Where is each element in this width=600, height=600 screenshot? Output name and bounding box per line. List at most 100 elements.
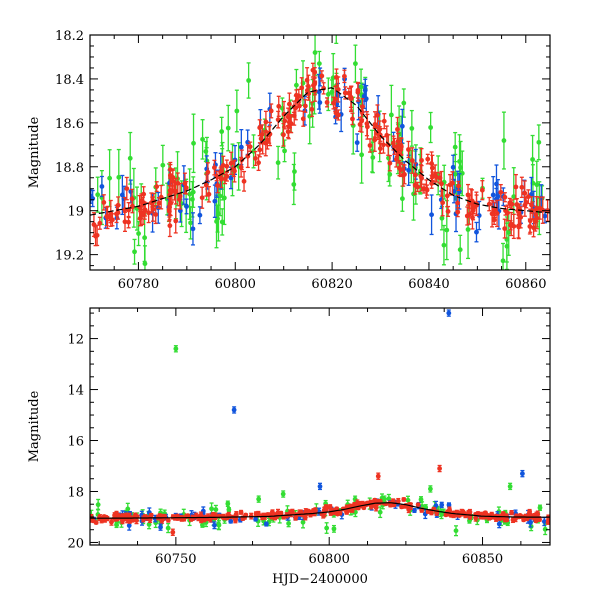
data-point-red: [519, 176, 525, 199]
model-curve: [90, 502, 550, 519]
outlier-point-green: [382, 495, 387, 503]
data-point-red: [247, 141, 253, 152]
data-point-red: [390, 135, 396, 151]
data-point-red: [268, 103, 274, 119]
data-point-red: [299, 77, 305, 99]
data-point-blue: [354, 133, 360, 152]
data-point-red: [199, 186, 205, 209]
y-tick-label: 12: [67, 333, 84, 348]
data-point-green: [324, 522, 330, 534]
data-point-blue: [184, 198, 189, 215]
data-point-red: [444, 184, 450, 208]
data-point-green: [457, 234, 463, 265]
outlier-point-green: [256, 495, 262, 503]
data-point-red: [263, 110, 269, 134]
data-point-green: [234, 89, 240, 133]
data-point-red: [398, 143, 404, 156]
data-point-red: [456, 180, 461, 191]
outlier-point-blue: [520, 469, 525, 478]
data-point-red: [132, 512, 138, 519]
data-point-red: [525, 189, 531, 205]
outlier-point-green: [173, 345, 179, 353]
data-point-red: [359, 109, 365, 133]
data-point-red: [272, 515, 278, 521]
data-point-red: [286, 113, 292, 140]
outlier-point-blue: [317, 482, 323, 491]
outlier-point-blue: [231, 406, 237, 414]
data-point-blue: [253, 516, 259, 522]
data-point-green: [215, 204, 220, 233]
data-point-green: [246, 62, 252, 99]
data-point-red: [310, 62, 316, 78]
data-point-red: [443, 512, 449, 518]
data-point-red: [498, 183, 504, 201]
data-point-red: [253, 511, 259, 517]
data-point-red: [297, 100, 302, 112]
data-point-red: [516, 214, 522, 240]
plot-frame: [89, 307, 551, 546]
outlier-point-blue: [446, 309, 452, 317]
y-axis-title: Magnitude: [27, 116, 42, 188]
bottom-panel-full-light-curve: 60750 60800 60850 12 14 16 18 20 Magnitude HJD−24…: [27, 307, 551, 587]
data-point-red: [124, 176, 130, 201]
data-point-red: [309, 101, 315, 118]
outlier-point-red: [109, 518, 114, 526]
data-point-green: [189, 180, 195, 218]
x-tick-label: 60800: [309, 552, 350, 567]
data-point-green: [286, 519, 291, 528]
data-point-green: [439, 206, 445, 231]
data-point-red: [492, 201, 497, 219]
data-point-red: [487, 514, 493, 520]
data-point-green: [187, 168, 193, 220]
data-point-red: [415, 502, 421, 508]
data-point-green: [428, 111, 434, 144]
data-point-red: [173, 208, 179, 234]
data-point-green: [316, 50, 322, 77]
data-point-green: [107, 149, 113, 208]
data-point-blue: [317, 91, 323, 114]
data-point-red: [228, 151, 234, 175]
data-point-blue: [406, 154, 412, 186]
data-point-red: [364, 113, 370, 140]
data-point-red: [447, 173, 453, 196]
data-point-red: [275, 110, 281, 129]
data-point-red: [455, 207, 461, 218]
data-point-red: [154, 181, 160, 193]
data-point-red: [337, 509, 343, 516]
data-point-red: [324, 97, 330, 108]
data-point-red: [502, 192, 508, 203]
x-tick-label: 60780: [118, 277, 159, 292]
outlier-point-green: [507, 482, 513, 491]
data-point-red: [212, 159, 217, 176]
data-point-red: [372, 111, 378, 138]
data-point-red: [372, 497, 378, 503]
data-point-green: [188, 206, 193, 240]
y-tick-label: 19: [67, 205, 84, 220]
data-point-green: [165, 522, 171, 534]
data-point-green: [226, 507, 232, 513]
data-point-green: [160, 144, 166, 186]
data-point-red: [425, 153, 431, 165]
data-point-red: [173, 177, 179, 205]
data-point-red: [424, 179, 429, 199]
data-point-red: [266, 125, 272, 144]
data-point-red: [122, 211, 128, 232]
data-point-green: [536, 124, 542, 161]
data-point-red: [505, 204, 510, 222]
data-point-red: [350, 112, 355, 126]
data-point-red: [377, 143, 383, 155]
data-point-blue: [476, 200, 482, 231]
data-point-green: [399, 185, 405, 212]
data-point-red: [440, 188, 446, 217]
data-point-green: [219, 116, 225, 147]
data-point-green: [453, 525, 459, 537]
data-point-blue: [263, 521, 269, 527]
data-point-red: [331, 96, 336, 110]
data-point-green: [334, 35, 339, 45]
outlier-point-red: [437, 464, 442, 473]
data-point-red: [140, 196, 146, 208]
data-point-red: [253, 150, 258, 166]
data-point-green: [127, 131, 133, 185]
x-tick-label: 60850: [462, 552, 503, 567]
